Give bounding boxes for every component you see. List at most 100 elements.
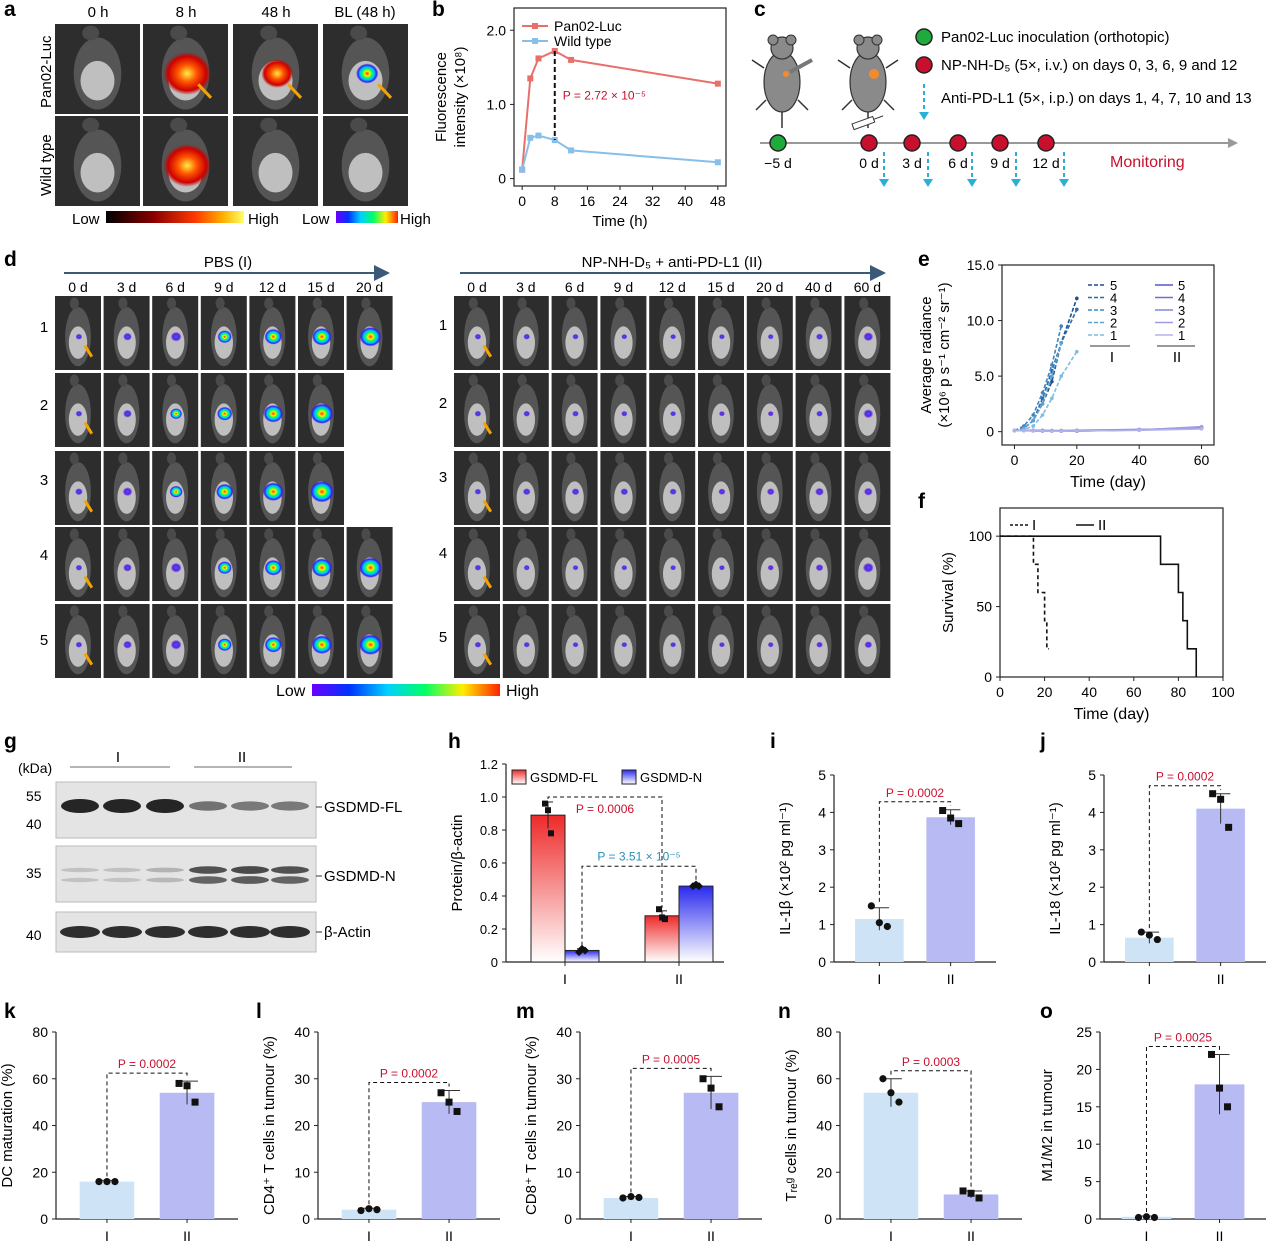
day-label: 20 d bbox=[356, 279, 383, 295]
signal-blob bbox=[670, 334, 677, 340]
y-tick-label: 4 bbox=[1088, 804, 1096, 820]
day-label: 12 d bbox=[259, 279, 286, 295]
mouse-head bbox=[118, 452, 128, 465]
data-point bbox=[875, 919, 883, 927]
data-point bbox=[183, 1082, 191, 1090]
y-axis-label: Survival (%) bbox=[940, 552, 957, 633]
kda-label: (kDa) bbox=[18, 760, 52, 776]
x-tick-label: II bbox=[1217, 971, 1225, 987]
blot-band bbox=[188, 926, 228, 938]
mouse-belly bbox=[858, 403, 877, 436]
data-point bbox=[365, 1205, 373, 1213]
p-value: P = 0.0002 bbox=[886, 786, 944, 800]
mouse-head bbox=[615, 452, 625, 465]
signal-blob bbox=[217, 638, 232, 652]
data-point bbox=[1059, 324, 1064, 328]
data-point bbox=[357, 1206, 365, 1215]
x-tick-label: II bbox=[675, 971, 683, 987]
x-tick-label: II bbox=[967, 1228, 975, 1242]
y-tick-label: 40 bbox=[32, 1118, 48, 1134]
blot-band bbox=[103, 799, 141, 813]
mouse-belly bbox=[166, 634, 185, 667]
signal-blob bbox=[75, 333, 83, 340]
x-tick-label: II bbox=[183, 1228, 191, 1242]
mouse-belly bbox=[858, 557, 877, 590]
data-point bbox=[535, 55, 542, 62]
blot-band bbox=[61, 799, 99, 813]
panel-label-d: d bbox=[4, 248, 17, 271]
rainbow-colour-scale bbox=[336, 211, 398, 223]
row-number: 2 bbox=[439, 395, 447, 412]
data-point bbox=[883, 922, 891, 931]
mouse-belly bbox=[516, 326, 535, 359]
mouse-belly bbox=[467, 557, 487, 590]
mouse-belly bbox=[809, 557, 828, 590]
day-label: 9 d bbox=[214, 279, 233, 295]
data-point bbox=[373, 1206, 381, 1214]
mouse-head bbox=[859, 452, 869, 465]
signal-blob bbox=[767, 642, 774, 648]
signal-blob bbox=[572, 642, 579, 648]
mouse-head bbox=[361, 297, 371, 310]
mouse-head bbox=[810, 374, 820, 387]
mouse-head bbox=[663, 528, 674, 541]
x-tick-label: 24 bbox=[612, 193, 628, 209]
mouse-head bbox=[712, 452, 722, 465]
blot-band bbox=[103, 867, 141, 873]
panel-label-m: m bbox=[516, 1000, 535, 1023]
data-point bbox=[191, 1098, 199, 1106]
x-tick-label: II bbox=[947, 971, 955, 987]
y-tick-label: 50 bbox=[976, 599, 992, 615]
y-tick-label: 1.0 bbox=[487, 96, 507, 112]
mouse-head bbox=[566, 528, 576, 541]
mouse-belly bbox=[166, 326, 185, 359]
mouse-head bbox=[468, 452, 478, 465]
x-tick-label: 60 bbox=[1194, 452, 1210, 468]
scale-high-label: High bbox=[400, 211, 431, 228]
mouse-head bbox=[82, 25, 100, 41]
mouse-belly bbox=[516, 403, 535, 436]
data-point bbox=[1050, 379, 1054, 384]
data-point bbox=[1022, 428, 1026, 433]
signal-blob bbox=[75, 488, 83, 496]
mouse-head bbox=[615, 605, 625, 618]
data-point bbox=[568, 147, 575, 154]
mouse-belly bbox=[858, 634, 877, 667]
timepoint-label: 8 h bbox=[176, 4, 197, 21]
signal-blob bbox=[718, 488, 726, 495]
signal-blob bbox=[816, 410, 823, 417]
data-point bbox=[535, 132, 542, 139]
signal-blob bbox=[311, 635, 333, 654]
signal-blob bbox=[263, 404, 284, 423]
row-number: 1 bbox=[40, 319, 48, 336]
data-point bbox=[947, 814, 955, 822]
mouse-belly bbox=[760, 326, 779, 359]
mouse-head bbox=[566, 374, 576, 387]
mouse-head bbox=[264, 452, 274, 465]
timepoint-label: 48 h bbox=[261, 4, 290, 21]
blot-band bbox=[189, 866, 227, 874]
y-tick-label: 0 bbox=[1088, 954, 1096, 970]
data-point bbox=[1031, 424, 1035, 428]
row-number: 3 bbox=[439, 469, 447, 486]
signal-blob bbox=[767, 411, 774, 417]
mouse-belly bbox=[711, 481, 731, 514]
signal-blob bbox=[572, 410, 579, 417]
mouse-head bbox=[69, 528, 79, 541]
tumour-arrow-icon bbox=[482, 575, 493, 589]
y-tick-label: 60 bbox=[32, 1071, 48, 1087]
data-point bbox=[1050, 429, 1054, 434]
data-point bbox=[714, 80, 721, 87]
panel-label-a: a bbox=[4, 0, 16, 21]
data-point bbox=[1059, 374, 1064, 378]
signal-blob bbox=[264, 636, 282, 653]
mouse-belly bbox=[711, 326, 731, 359]
scale-low-label: Low bbox=[276, 683, 306, 700]
y-tick-label: 1.2 bbox=[480, 757, 498, 772]
signal-blob bbox=[718, 411, 725, 417]
day-label: 3 d bbox=[516, 279, 535, 295]
y-tick-label: 25 bbox=[1076, 1024, 1092, 1040]
y-axis-label: DC maturation (%) bbox=[0, 1063, 16, 1187]
data-point bbox=[1209, 790, 1217, 798]
